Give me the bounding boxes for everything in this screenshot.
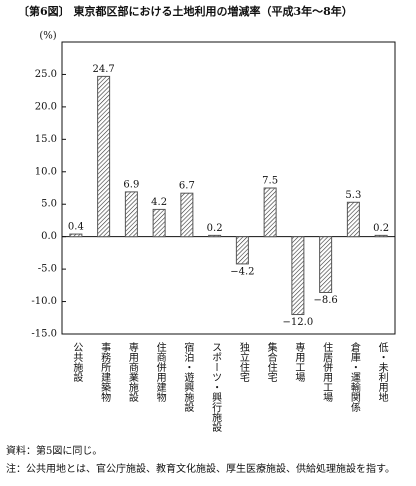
plot-frame [61, 41, 396, 335]
y-tick-label: -5.0 [38, 264, 57, 275]
x-tick-label: 専用工場 [292, 342, 304, 382]
value-label: 0.4 [68, 222, 84, 233]
y-axis-label: (%) [39, 31, 56, 42]
bar [208, 234, 222, 238]
value-label: 7.5 [262, 176, 278, 187]
x-tick-label: 低・未利用地 [376, 342, 388, 402]
value-label: 24.7 [92, 64, 114, 75]
bar [263, 187, 277, 238]
bar [124, 191, 138, 238]
bar [69, 233, 83, 238]
value-label: 6.9 [123, 179, 139, 190]
value-label: −4.2 [230, 266, 254, 277]
y-tick-label: 0.0 [41, 231, 57, 242]
bar [97, 75, 111, 238]
y-tick-label: 25.0 [35, 69, 57, 80]
y-tick-label: -15.0 [31, 329, 57, 340]
value-label: 6.7 [179, 181, 195, 192]
x-tick-label: 事務所建築物 [98, 342, 110, 402]
bar [374, 234, 388, 238]
x-tick-label: 倉庫・運輸関係 [348, 342, 360, 412]
bar [235, 236, 249, 265]
value-label: 5.3 [345, 190, 361, 201]
y-tick-label: 20.0 [35, 101, 57, 112]
footnote: 注：公共用地とは、官公庁施設、教育文化施設、厚生医療施設、供給処理施設を指す。 [6, 464, 395, 475]
chart-title: 〔第6図〕 東京都区部における土地利用の増減率（平成3年～8年） [18, 4, 353, 18]
bar [346, 201, 360, 238]
value-label: −12.0 [283, 317, 314, 328]
x-tick-label: 独立住宅 [237, 342, 249, 382]
y-tick-label: -10.0 [31, 296, 57, 307]
bar [180, 192, 194, 238]
y-tick-label: 15.0 [35, 134, 57, 145]
value-label: 0.2 [373, 223, 389, 234]
bar [152, 208, 166, 238]
value-label: 0.2 [207, 223, 223, 234]
x-tick-label: 宿泊・遊興施設 [181, 342, 193, 412]
value-label: −8.6 [313, 295, 337, 306]
value-label: 4.2 [151, 197, 167, 208]
bar [291, 236, 305, 316]
x-tick-label: 住居併用工場 [320, 342, 332, 402]
x-tick-label: 専用商業施設 [126, 342, 138, 402]
bar [319, 236, 333, 293]
source-note: 資料：第5図に同じ。 [6, 446, 103, 457]
x-tick-label: 集合住宅 [265, 342, 277, 382]
x-tick-label: スポーツ・興行施設 [209, 342, 221, 432]
y-tick-label: 5.0 [41, 199, 57, 210]
x-tick-label: 公共施設 [70, 342, 82, 382]
x-tick-label: 住商併用建物 [154, 342, 166, 402]
y-tick-label: 10.0 [35, 166, 57, 177]
